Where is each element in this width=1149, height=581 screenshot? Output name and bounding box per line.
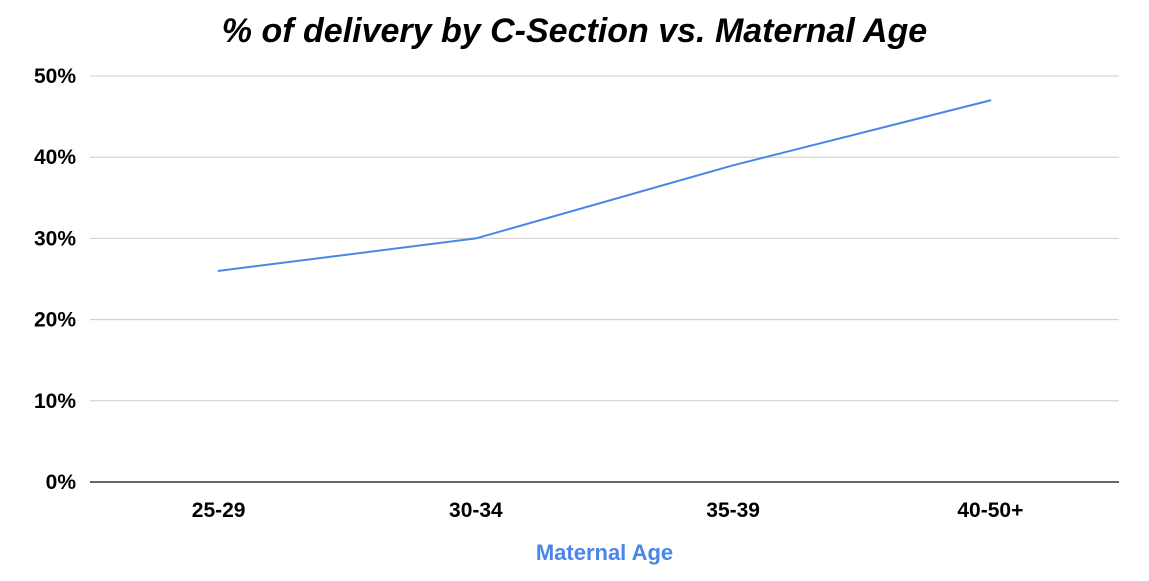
x-tick-labels: 25-29 30-34 35-39 40-50+ xyxy=(192,499,1024,522)
y-tick-labels: 0% 10% 20% 30% 40% 50% xyxy=(34,65,76,494)
y-tick-label: 50% xyxy=(34,65,76,88)
x-tick-label: 25-29 xyxy=(192,499,246,522)
x-tick-label: 35-39 xyxy=(706,499,760,522)
x-tick-label: 40-50+ xyxy=(957,499,1023,522)
y-tick-label: 30% xyxy=(34,227,76,250)
y-tick-label: 0% xyxy=(46,471,77,494)
grid-lines xyxy=(90,75,1119,483)
y-tick-label: 40% xyxy=(34,146,76,169)
series-layer xyxy=(217,99,992,272)
chart-title: % of delivery by C-Section vs. Maternal … xyxy=(221,12,928,50)
y-tick-label: 20% xyxy=(34,309,76,332)
x-tick-label: 30-34 xyxy=(449,499,503,522)
x-axis-title: Maternal Age xyxy=(536,540,673,565)
series-line xyxy=(217,99,992,272)
y-tick-label: 10% xyxy=(34,390,76,413)
